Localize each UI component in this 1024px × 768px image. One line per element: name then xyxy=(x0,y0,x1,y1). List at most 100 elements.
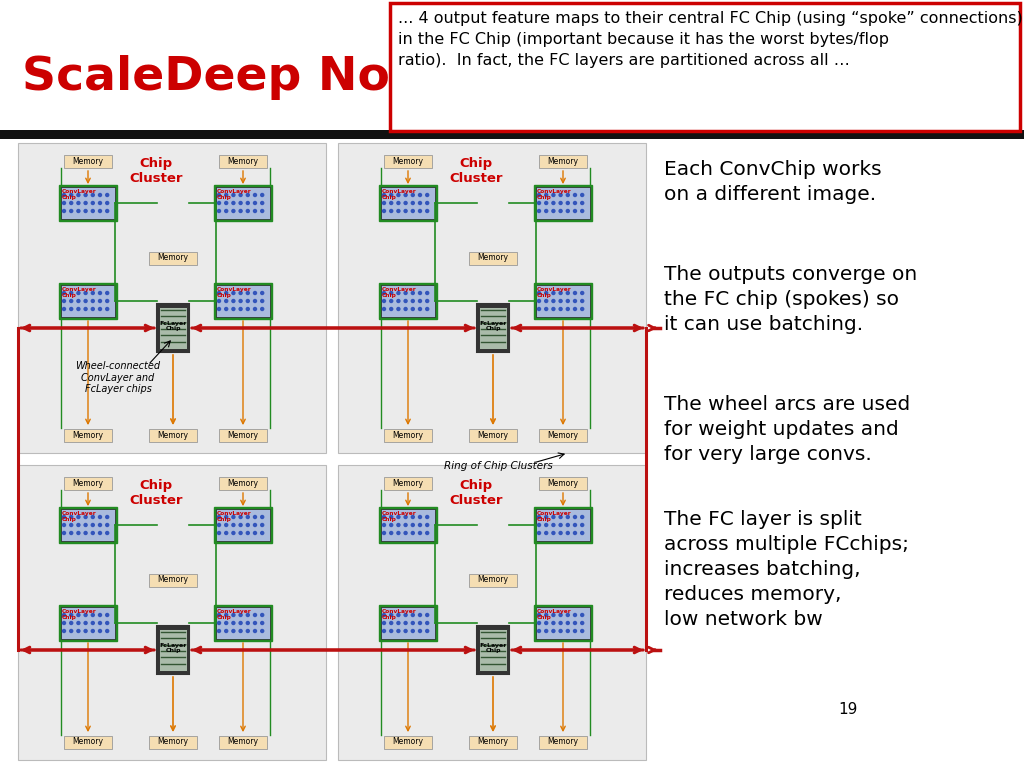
Circle shape xyxy=(83,515,88,519)
Circle shape xyxy=(396,523,400,527)
Bar xyxy=(479,307,507,349)
Circle shape xyxy=(90,629,95,633)
Circle shape xyxy=(246,291,250,295)
Circle shape xyxy=(558,515,563,519)
Circle shape xyxy=(217,200,221,205)
Text: FcLayer
Chip: FcLayer Chip xyxy=(160,320,186,332)
Bar xyxy=(216,285,270,317)
Circle shape xyxy=(253,613,257,617)
Circle shape xyxy=(98,629,102,633)
Circle shape xyxy=(558,531,563,535)
Circle shape xyxy=(260,200,264,205)
Bar xyxy=(63,154,112,167)
Circle shape xyxy=(217,299,221,303)
Circle shape xyxy=(260,613,264,617)
Circle shape xyxy=(90,209,95,214)
Circle shape xyxy=(231,299,236,303)
Circle shape xyxy=(239,531,243,535)
Circle shape xyxy=(425,200,429,205)
Circle shape xyxy=(558,209,563,214)
Bar xyxy=(477,304,509,352)
Bar xyxy=(469,251,517,264)
Bar xyxy=(338,465,646,760)
Circle shape xyxy=(61,209,67,214)
Circle shape xyxy=(98,299,102,303)
Text: Memory: Memory xyxy=(392,737,424,746)
Bar xyxy=(539,476,587,489)
Circle shape xyxy=(83,291,88,295)
Circle shape xyxy=(389,299,393,303)
Text: ConvLayer
Chip: ConvLayer Chip xyxy=(217,609,252,620)
Circle shape xyxy=(231,523,236,527)
Circle shape xyxy=(551,209,556,214)
Circle shape xyxy=(69,299,74,303)
Bar xyxy=(379,605,437,641)
Circle shape xyxy=(389,531,393,535)
Circle shape xyxy=(537,613,542,617)
Circle shape xyxy=(580,193,585,197)
Circle shape xyxy=(98,209,102,214)
Circle shape xyxy=(105,306,110,311)
Circle shape xyxy=(572,193,578,197)
Bar xyxy=(159,307,187,349)
Circle shape xyxy=(389,515,393,519)
Circle shape xyxy=(411,291,415,295)
Circle shape xyxy=(231,306,236,311)
Circle shape xyxy=(580,629,585,633)
Circle shape xyxy=(83,306,88,311)
Text: The wheel arcs are used
for weight updates and
for very large convs.: The wheel arcs are used for weight updat… xyxy=(664,395,910,464)
Circle shape xyxy=(246,299,250,303)
Circle shape xyxy=(69,200,74,205)
Circle shape xyxy=(217,531,221,535)
Circle shape xyxy=(260,515,264,519)
Circle shape xyxy=(61,629,67,633)
Bar xyxy=(214,283,272,319)
Bar xyxy=(61,285,115,317)
Circle shape xyxy=(76,200,81,205)
Circle shape xyxy=(537,515,542,519)
Bar xyxy=(534,605,592,641)
Bar xyxy=(379,283,437,319)
Bar xyxy=(63,429,112,442)
Circle shape xyxy=(403,613,408,617)
Text: ConvLayer
Chip: ConvLayer Chip xyxy=(382,189,417,200)
Circle shape xyxy=(83,531,88,535)
Bar xyxy=(59,283,117,319)
Circle shape xyxy=(537,299,542,303)
Circle shape xyxy=(396,531,400,535)
Circle shape xyxy=(418,306,422,311)
Circle shape xyxy=(537,523,542,527)
Bar xyxy=(61,187,115,219)
Bar xyxy=(536,285,590,317)
Text: ScaleDeep Node: ScaleDeep Node xyxy=(22,55,456,101)
Circle shape xyxy=(98,306,102,311)
Circle shape xyxy=(217,306,221,311)
Text: ConvLayer
Chip: ConvLayer Chip xyxy=(62,511,96,521)
Circle shape xyxy=(551,531,556,535)
Text: Memory: Memory xyxy=(477,575,509,584)
Circle shape xyxy=(260,193,264,197)
Circle shape xyxy=(403,291,408,295)
Circle shape xyxy=(253,209,257,214)
Circle shape xyxy=(565,209,570,214)
Circle shape xyxy=(239,193,243,197)
Bar xyxy=(150,736,197,749)
Text: ConvLayer
Chip: ConvLayer Chip xyxy=(62,609,96,620)
Circle shape xyxy=(418,613,422,617)
Bar xyxy=(534,507,592,543)
Circle shape xyxy=(224,523,228,527)
Text: Memory: Memory xyxy=(548,431,579,439)
Circle shape xyxy=(217,523,221,527)
Circle shape xyxy=(558,193,563,197)
Circle shape xyxy=(224,613,228,617)
Circle shape xyxy=(90,200,95,205)
Circle shape xyxy=(580,613,585,617)
Circle shape xyxy=(246,306,250,311)
Circle shape xyxy=(253,515,257,519)
Circle shape xyxy=(253,193,257,197)
Circle shape xyxy=(239,613,243,617)
Bar xyxy=(381,285,435,317)
Text: ConvLayer
Chip: ConvLayer Chip xyxy=(537,511,571,521)
Circle shape xyxy=(224,200,228,205)
Circle shape xyxy=(105,200,110,205)
